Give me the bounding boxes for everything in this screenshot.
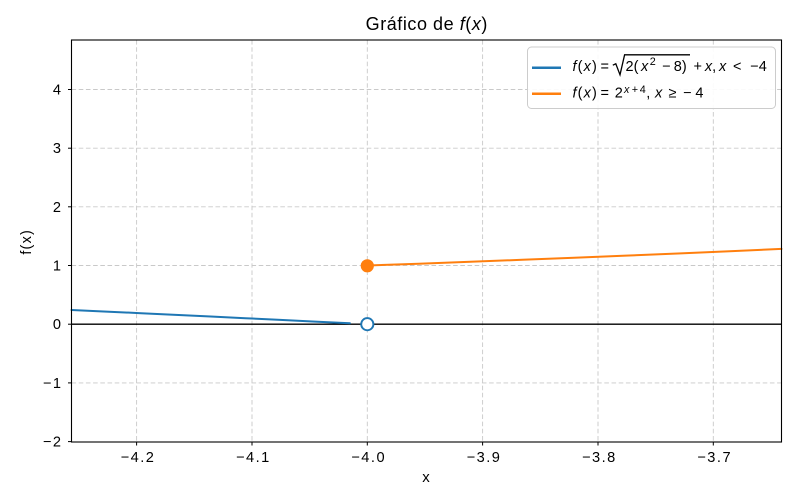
svg-text:+ x,: + x,: [694, 59, 717, 75]
svg-text:−2: −2: [43, 435, 63, 451]
svg-text:−3.7: −3.7: [697, 450, 732, 466]
svg-text:−4.1: −4.1: [236, 450, 271, 466]
svg-text:−3.8: −3.8: [582, 450, 617, 466]
svg-text:Gráfico de f(x): Gráfico de f(x): [366, 14, 488, 34]
svg-text:−: −: [662, 59, 670, 75]
svg-text:x: x: [422, 469, 430, 486]
svg-text:4: 4: [640, 84, 646, 96]
svg-text:=: =: [601, 59, 609, 75]
svg-text:≥: ≥: [669, 86, 677, 102]
svg-text:−4.2: −4.2: [121, 450, 156, 466]
svg-text:+: +: [632, 84, 638, 96]
svg-text:0: 0: [53, 317, 63, 333]
svg-text:−: −: [683, 86, 691, 102]
svg-text:2: 2: [615, 86, 623, 102]
svg-text:−4.0: −4.0: [351, 450, 386, 466]
svg-text:f(x): f(x): [573, 86, 598, 102]
svg-text:2(: 2(: [626, 59, 639, 75]
svg-text:2: 2: [53, 200, 63, 216]
svg-text:x: x: [623, 84, 630, 96]
svg-text:x: x: [718, 59, 727, 75]
svg-text:4: 4: [695, 86, 703, 102]
svg-text:x: x: [640, 59, 649, 75]
svg-text:8): 8): [674, 59, 687, 75]
svg-text:1: 1: [53, 259, 63, 275]
svg-text:x: x: [654, 86, 663, 102]
svg-text:,: ,: [646, 86, 650, 102]
svg-text:f(x): f(x): [573, 59, 598, 75]
svg-text:−4: −4: [750, 59, 767, 75]
svg-text:<: <: [733, 59, 741, 75]
svg-text:2: 2: [650, 56, 656, 68]
svg-text:f(x): f(x): [19, 229, 35, 255]
svg-text:−3.9: −3.9: [467, 450, 502, 466]
svg-text:=: =: [601, 86, 609, 102]
svg-text:−1: −1: [43, 376, 63, 392]
svg-text:3: 3: [53, 141, 63, 157]
svg-text:4: 4: [53, 83, 63, 99]
